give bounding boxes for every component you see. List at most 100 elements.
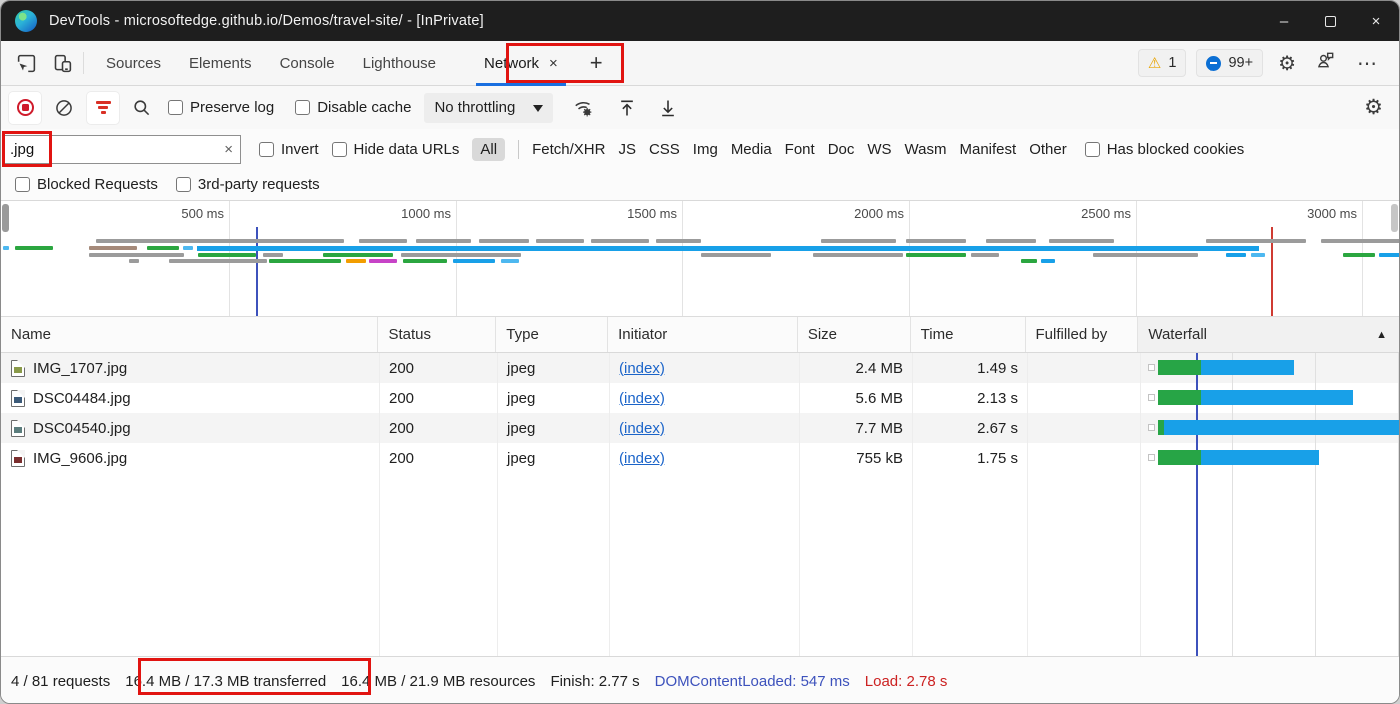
- has-blocked-cookies-checkbox[interactable]: Has blocked cookies: [1084, 141, 1244, 158]
- overview-bar-segment: [1379, 253, 1399, 257]
- type-filter-img[interactable]: Img: [692, 140, 718, 158]
- column-header-label: Type: [506, 326, 539, 343]
- cell-fulfilled-by: [1027, 353, 1140, 383]
- tab-elements[interactable]: Elements: [189, 54, 252, 72]
- overview-bar-segment: [479, 239, 529, 243]
- blocked-requests-checkbox[interactable]: Blocked Requests: [15, 176, 158, 193]
- column-header-fulfilled-by[interactable]: Fulfilled by: [1026, 317, 1139, 352]
- settings-gear-icon[interactable]: ⚙: [1278, 52, 1296, 75]
- blocked-requests-label: Blocked Requests: [37, 176, 158, 193]
- filter-button[interactable]: [87, 91, 119, 124]
- column-header-waterfall[interactable]: Waterfall ▲: [1138, 317, 1399, 352]
- tab-console[interactable]: Console: [279, 54, 335, 72]
- close-button[interactable]: ×: [1371, 12, 1381, 30]
- import-har-icon[interactable]: [658, 97, 678, 119]
- hide-data-urls-checkbox[interactable]: Hide data URLs: [331, 141, 459, 158]
- initiator-link[interactable]: (index): [619, 419, 665, 437]
- overview-bar-segment: [269, 259, 341, 263]
- timeline-gridline: [229, 201, 230, 316]
- warnings-badge[interactable]: ⚠ 1: [1137, 49, 1187, 77]
- type-filter-all[interactable]: All: [472, 137, 506, 161]
- overview-bar-segment: [1226, 253, 1246, 257]
- table-row[interactable]: IMG_9606.jpg 200 jpeg (index) 755 kB 1.75 s: [1, 443, 1399, 473]
- requests-table-header: Name Status Type Initiator Size Time Fulfilled…: [1, 316, 1399, 353]
- initiator-link[interactable]: (index): [619, 449, 665, 467]
- request-name[interactable]: DSC04484.jpg: [33, 389, 131, 407]
- network-overview-timeline[interactable]: 500 ms 1000 ms 1500 ms 2000 ms 2500 ms 3000 m…: [1, 201, 1399, 316]
- overview-bar-segment: [183, 246, 193, 250]
- issues-badge[interactable]: 99+: [1196, 49, 1264, 77]
- tab-network[interactable]: Network ×: [472, 41, 570, 86]
- third-party-requests-checkbox[interactable]: 3rd-party requests: [175, 176, 320, 193]
- type-filter-manifest[interactable]: Manifest: [959, 140, 1017, 158]
- sort-arrow-icon[interactable]: ▲: [1376, 328, 1387, 341]
- type-filter-wasm[interactable]: Wasm: [904, 140, 947, 158]
- clear-filter-icon[interactable]: ×: [224, 140, 233, 158]
- clear-button[interactable]: [54, 98, 74, 118]
- filter-separator: [518, 139, 520, 159]
- column-header-name[interactable]: Name: [1, 317, 379, 352]
- table-row[interactable]: DSC04484.jpg 200 jpeg (index) 5.6 MB 2.13 s: [1, 383, 1399, 413]
- column-header-size[interactable]: Size: [798, 317, 911, 352]
- chevron-down-icon: [533, 104, 544, 117]
- overview-scrollbar-thumb[interactable]: [1391, 204, 1398, 232]
- network-filter-bar-2: Blocked Requests 3rd-party requests: [1, 169, 1399, 201]
- cell-name: DSC04484.jpg: [1, 383, 379, 413]
- cell-name: IMG_9606.jpg: [1, 443, 379, 473]
- initiator-link[interactable]: (index): [619, 389, 665, 407]
- throttling-dropdown[interactable]: No throttling: [424, 92, 554, 123]
- file-thumbnail: [14, 366, 22, 373]
- toolbar-separator: [83, 52, 84, 74]
- minimize-button[interactable]: –: [1279, 12, 1289, 30]
- request-name[interactable]: IMG_9606.jpg: [33, 449, 128, 467]
- filter-text-input[interactable]: ×: [3, 134, 241, 164]
- table-row[interactable]: IMG_1707.jpg 200 jpeg (index) 2.4 MB 1.49 s: [1, 353, 1399, 383]
- device-emulation-icon[interactable]: [49, 50, 75, 76]
- overview-bar-segment: [346, 259, 366, 263]
- preserve-log-checkbox[interactable]: Preserve log: [168, 99, 274, 116]
- transferred-size: 16.4 MB / 17.3 MB transferred: [125, 672, 327, 690]
- type-filter-other[interactable]: Other: [1029, 140, 1067, 158]
- dcl-marker-line: [256, 227, 258, 316]
- initiator-link[interactable]: (index): [619, 359, 665, 377]
- resources-size: 16.4 MB / 21.9 MB resources: [341, 672, 536, 690]
- disable-cache-checkbox[interactable]: Disable cache: [295, 99, 411, 116]
- tab-sources[interactable]: Sources: [106, 54, 162, 72]
- column-header-initiator[interactable]: Initiator: [608, 317, 798, 352]
- column-header-type[interactable]: Type: [496, 317, 609, 352]
- invert-checkbox[interactable]: Invert: [259, 141, 319, 158]
- network-conditions-icon[interactable]: [572, 97, 596, 119]
- search-button[interactable]: [132, 98, 151, 117]
- feedback-icon[interactable]: [1311, 50, 1341, 76]
- type-filter-doc[interactable]: Doc: [827, 140, 855, 158]
- overview-scrollbar-thumb[interactable]: [2, 204, 9, 232]
- type-filter-font[interactable]: Font: [784, 140, 815, 158]
- type-filter-fetch-xhr[interactable]: Fetch/XHR: [532, 140, 606, 158]
- type-filter-ws[interactable]: WS: [867, 140, 892, 158]
- column-header-status[interactable]: Status: [378, 317, 497, 352]
- column-header-time[interactable]: Time: [911, 317, 1026, 352]
- more-options-icon[interactable]: ⋯: [1357, 52, 1379, 75]
- type-filter-media[interactable]: Media: [730, 140, 772, 158]
- tab-lighthouse[interactable]: Lighthouse: [362, 54, 437, 72]
- more-tabs-button[interactable]: +: [589, 50, 603, 75]
- file-thumbnail: [14, 396, 22, 403]
- maximize-button[interactable]: [1307, 1, 1353, 41]
- table-row[interactable]: DSC04540.jpg 200 jpeg (index) 7.7 MB 2.67 s: [1, 413, 1399, 443]
- overview-bar-segment: [536, 239, 584, 243]
- export-har-icon[interactable]: [617, 97, 637, 119]
- inspect-element-icon[interactable]: [13, 50, 39, 76]
- request-name[interactable]: DSC04540.jpg: [33, 419, 131, 437]
- timeline-tick-label: 2500 ms: [1081, 206, 1131, 221]
- edge-logo-icon: [15, 10, 37, 32]
- type-filter-css[interactable]: CSS: [648, 140, 680, 158]
- timeline-gridline: [909, 201, 910, 316]
- tab-close-icon[interactable]: ×: [549, 54, 558, 72]
- type-filter-js[interactable]: JS: [618, 140, 636, 158]
- overview-bar-segment: [1049, 239, 1114, 243]
- filter-input-field[interactable]: [4, 140, 204, 158]
- request-name[interactable]: IMG_1707.jpg: [33, 359, 128, 377]
- record-button[interactable]: [9, 91, 41, 124]
- overview-bar-segment: [701, 253, 771, 257]
- network-settings-gear-icon[interactable]: ⚙: [1364, 96, 1383, 119]
